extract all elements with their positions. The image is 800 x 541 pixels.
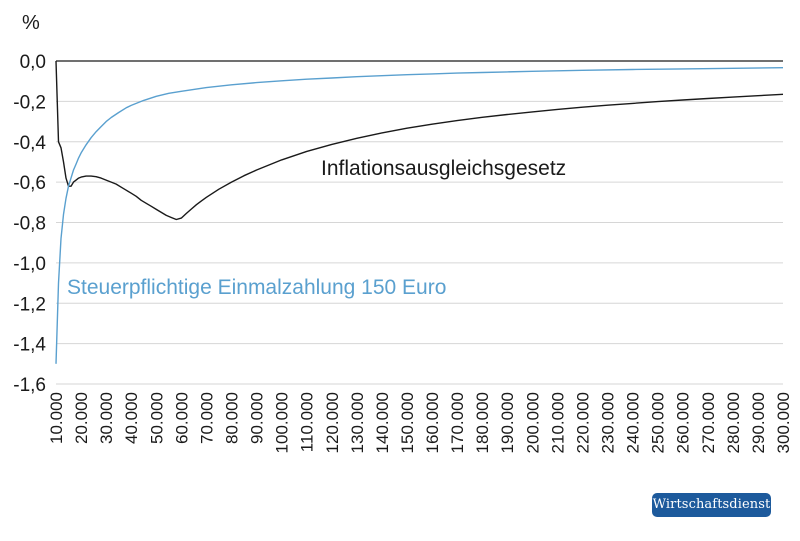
x-tick-label: 40.000 xyxy=(122,392,141,444)
y-axis-unit-label: % xyxy=(22,12,40,34)
series-label-einmalzahlung: Steuerpflichtige Einmalzahlung 150 Euro xyxy=(67,276,446,299)
series-line-einmalzahlung xyxy=(55,67,784,364)
x-tick-label: 220.000 xyxy=(573,392,592,453)
wirtschaftsdienst-logo-badge: Wirtschaftsdienst xyxy=(652,493,771,517)
grid-lines xyxy=(56,60,783,385)
x-tick-label: 190.000 xyxy=(498,392,517,453)
series-lines xyxy=(55,60,784,364)
y-tick-label: -1,2 xyxy=(13,294,46,315)
x-tick-label: 230.000 xyxy=(599,392,618,453)
x-tick-label: 280.000 xyxy=(724,392,743,453)
x-axis-ticks: 10.000 20.000 30.000 40.000 50.000 60.000 70.0… xyxy=(47,392,793,453)
y-tick-label: 0,0 xyxy=(20,52,46,73)
x-tick-label: 210.000 xyxy=(548,392,567,453)
x-tick-label: 130.000 xyxy=(348,392,367,453)
x-tick-label: 70.000 xyxy=(197,392,216,444)
x-tick-label: 30.000 xyxy=(97,392,116,444)
y-tick-label: -0,8 xyxy=(13,214,46,235)
x-tick-label: 60.000 xyxy=(172,392,191,444)
x-tick-label: 110.000 xyxy=(298,392,317,452)
x-tick-label: 250.000 xyxy=(649,392,668,453)
series-label-inflationsausgleichsgesetz: Inflationsausgleichsgesetz xyxy=(321,157,566,180)
x-tick-label: 180.000 xyxy=(473,392,492,453)
x-tick-label: 100.000 xyxy=(273,392,292,453)
x-tick-label: 120.000 xyxy=(323,392,342,453)
y-axis-ticks: 0,0 -0,2 -0,4 -0,6 -0,8 -1,0 -1,2 -1,4 -1,6 xyxy=(13,52,46,396)
y-tick-label: -0,6 xyxy=(13,173,46,194)
y-tick-label: -1,6 xyxy=(13,375,46,396)
x-tick-label: 200.000 xyxy=(523,392,542,453)
x-tick-label: 150.000 xyxy=(398,392,417,453)
x-tick-label: 20.000 xyxy=(72,392,91,444)
x-tick-label: 160.000 xyxy=(423,392,442,453)
x-tick-label: 290.000 xyxy=(749,392,768,453)
y-tick-label: -1,0 xyxy=(13,254,46,275)
x-tick-label: 270.000 xyxy=(699,392,718,453)
x-tick-label: 240.000 xyxy=(624,392,643,453)
x-tick-label: 10.000 xyxy=(47,392,66,444)
x-tick-label: 50.000 xyxy=(147,392,166,444)
x-tick-label: 140.000 xyxy=(373,392,392,453)
x-tick-label: 260.000 xyxy=(674,392,693,453)
y-tick-label: -1,4 xyxy=(13,335,46,356)
x-tick-label: 90.000 xyxy=(248,392,267,444)
x-tick-label: 300.000 xyxy=(774,392,793,453)
x-tick-label: 80.000 xyxy=(222,392,241,444)
series-line-inflationsausgleichsgesetz xyxy=(55,60,784,221)
y-tick-label: -0,2 xyxy=(13,92,46,113)
x-tick-label: 170.000 xyxy=(448,392,467,453)
y-tick-label: -0,4 xyxy=(13,133,46,154)
